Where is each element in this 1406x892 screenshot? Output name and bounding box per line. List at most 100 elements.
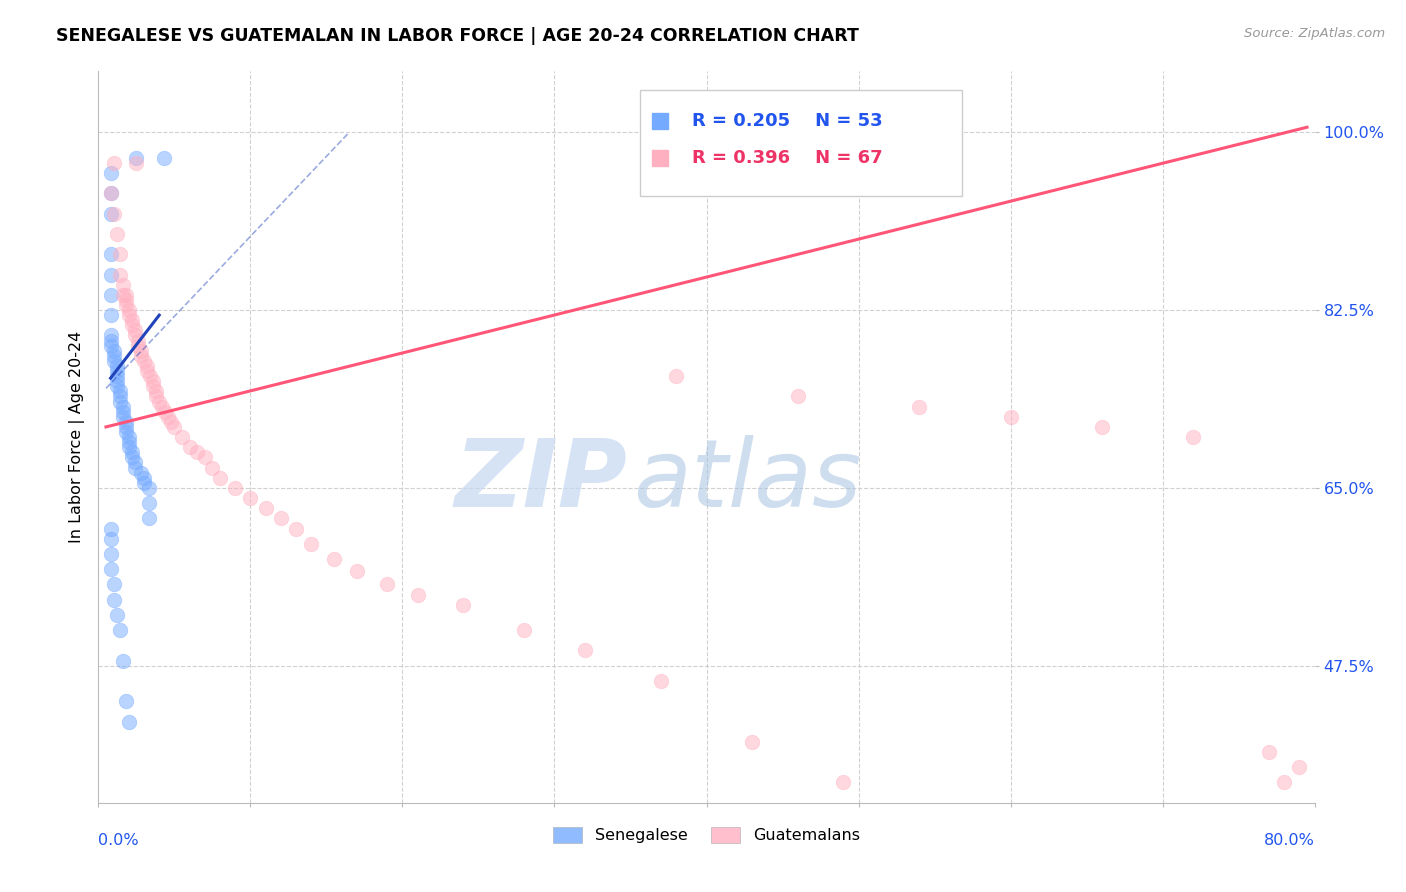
- Point: [114, 694, 136, 708]
- Text: 0.0%: 0.0%: [98, 833, 139, 848]
- Point: [179, 440, 201, 454]
- Point: [346, 564, 368, 578]
- Point: [105, 607, 128, 622]
- Text: Source: ZipAtlas.com: Source: ZipAtlas.com: [1244, 27, 1385, 40]
- Point: [111, 409, 134, 424]
- Point: [1182, 430, 1205, 444]
- Point: [239, 491, 262, 505]
- Point: [127, 338, 149, 352]
- Point: [124, 455, 146, 469]
- Point: [132, 354, 155, 368]
- Point: [100, 206, 122, 220]
- Point: [150, 400, 173, 414]
- FancyBboxPatch shape: [640, 90, 962, 195]
- Point: [254, 501, 277, 516]
- Point: [145, 384, 167, 399]
- Point: [138, 481, 160, 495]
- Point: [270, 511, 292, 525]
- Point: [129, 349, 152, 363]
- Point: [160, 415, 183, 429]
- Point: [142, 374, 165, 388]
- Point: [129, 343, 152, 358]
- Point: [299, 537, 322, 551]
- Point: [105, 227, 128, 241]
- Point: [121, 445, 143, 459]
- Text: SENEGALESE VS GUATEMALAN IN LABOR FORCE | AGE 20-24 CORRELATION CHART: SENEGALESE VS GUATEMALAN IN LABOR FORCE …: [56, 27, 859, 45]
- Point: [152, 151, 174, 165]
- Text: atlas: atlas: [634, 435, 862, 526]
- Point: [155, 405, 177, 419]
- Point: [100, 328, 122, 343]
- Point: [170, 430, 193, 444]
- Point: [114, 420, 136, 434]
- Point: [124, 460, 146, 475]
- Text: R = 0.396    N = 67: R = 0.396 N = 67: [692, 149, 883, 167]
- Point: [111, 288, 134, 302]
- Point: [224, 481, 246, 495]
- Point: [186, 445, 208, 459]
- Point: [114, 288, 136, 302]
- Point: [111, 277, 134, 292]
- Point: [665, 369, 688, 384]
- Point: [100, 166, 122, 180]
- Point: [201, 460, 224, 475]
- Point: [108, 268, 131, 282]
- Point: [132, 475, 155, 490]
- Point: [650, 673, 672, 688]
- Point: [786, 389, 808, 403]
- Point: [323, 552, 346, 566]
- Point: [108, 394, 131, 409]
- Point: [209, 471, 232, 485]
- Point: [114, 293, 136, 307]
- Point: [103, 354, 125, 368]
- Point: [124, 328, 146, 343]
- Point: [132, 471, 155, 485]
- Point: [125, 156, 148, 170]
- Point: [108, 247, 131, 261]
- Point: [118, 303, 141, 318]
- Point: [194, 450, 217, 465]
- Point: [118, 435, 141, 450]
- Point: [100, 186, 122, 201]
- Point: [111, 654, 134, 668]
- Point: [111, 405, 134, 419]
- Point: [127, 334, 149, 348]
- Point: [285, 522, 308, 536]
- Point: [100, 338, 122, 352]
- Text: 80.0%: 80.0%: [1264, 833, 1315, 848]
- Point: [100, 532, 122, 546]
- Point: [1288, 760, 1310, 774]
- Point: [406, 588, 429, 602]
- Point: [103, 343, 125, 358]
- Point: [114, 415, 136, 429]
- Point: [100, 308, 122, 322]
- Point: [145, 389, 167, 403]
- Point: [114, 425, 136, 439]
- Point: [741, 735, 763, 749]
- Point: [114, 298, 136, 312]
- Point: [118, 430, 141, 444]
- Point: [142, 379, 165, 393]
- Point: [118, 714, 141, 729]
- Point: [908, 400, 931, 414]
- Point: [1258, 745, 1281, 759]
- Point: [105, 359, 128, 373]
- Point: [108, 384, 131, 399]
- Point: [513, 623, 536, 637]
- Point: [1091, 420, 1114, 434]
- Point: [111, 400, 134, 414]
- Point: [100, 247, 122, 261]
- Point: [138, 511, 160, 525]
- Point: [108, 623, 131, 637]
- Point: [118, 440, 141, 454]
- Point: [129, 466, 152, 480]
- Point: [108, 389, 131, 403]
- Point: [136, 359, 159, 373]
- Point: [574, 643, 596, 657]
- Point: [138, 496, 160, 510]
- Point: [100, 334, 122, 348]
- Point: [118, 308, 141, 322]
- Point: [105, 379, 128, 393]
- Point: [105, 364, 128, 378]
- Point: [100, 288, 122, 302]
